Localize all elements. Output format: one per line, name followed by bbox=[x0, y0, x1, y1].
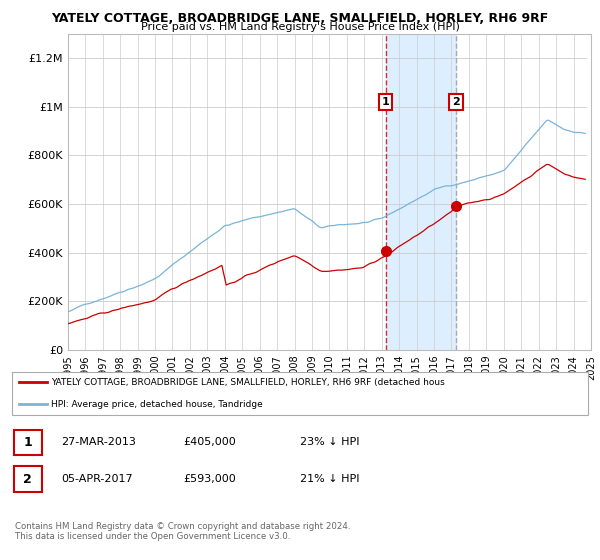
Text: 21% ↓ HPI: 21% ↓ HPI bbox=[300, 474, 359, 484]
FancyBboxPatch shape bbox=[14, 466, 41, 492]
Text: 23% ↓ HPI: 23% ↓ HPI bbox=[300, 437, 359, 447]
Text: 2: 2 bbox=[23, 473, 32, 486]
Text: YATELY COTTAGE, BROADBRIDGE LANE, SMALLFIELD, HORLEY, RH6 9RF (detached hous: YATELY COTTAGE, BROADBRIDGE LANE, SMALLF… bbox=[51, 378, 445, 387]
Text: 1: 1 bbox=[382, 97, 389, 107]
Bar bbox=[587, 34, 591, 350]
Text: Price paid vs. HM Land Registry's House Price Index (HPI): Price paid vs. HM Land Registry's House … bbox=[140, 22, 460, 32]
Text: YATELY COTTAGE, BROADBRIDGE LANE, SMALLFIELD, HORLEY, RH6 9RF: YATELY COTTAGE, BROADBRIDGE LANE, SMALLF… bbox=[52, 12, 548, 25]
Text: Contains HM Land Registry data © Crown copyright and database right 2024.
This d: Contains HM Land Registry data © Crown c… bbox=[15, 522, 350, 542]
Text: 05-APR-2017: 05-APR-2017 bbox=[61, 474, 133, 484]
Bar bbox=[386, 34, 456, 350]
Text: HPI: Average price, detached house, Tandridge: HPI: Average price, detached house, Tand… bbox=[51, 400, 263, 409]
Text: 2: 2 bbox=[452, 97, 460, 107]
Text: 27-MAR-2013: 27-MAR-2013 bbox=[61, 437, 136, 447]
Text: 1: 1 bbox=[23, 436, 32, 449]
FancyBboxPatch shape bbox=[12, 372, 588, 415]
Text: £405,000: £405,000 bbox=[184, 437, 236, 447]
Text: £593,000: £593,000 bbox=[184, 474, 236, 484]
FancyBboxPatch shape bbox=[14, 430, 41, 455]
